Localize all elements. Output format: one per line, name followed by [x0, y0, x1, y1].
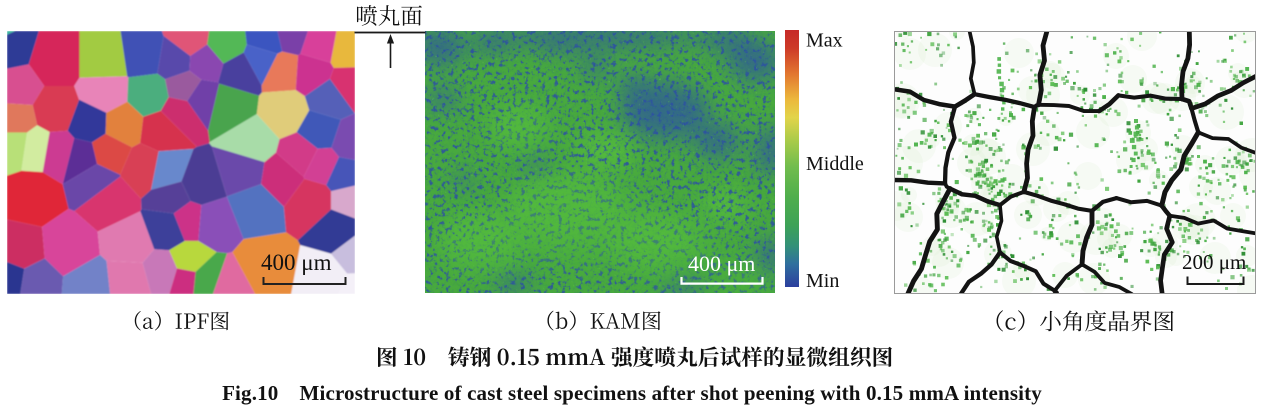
svg-text:Middle: Middle [806, 153, 864, 175]
svg-text:Min: Min [806, 270, 839, 292]
svg-text:200 μm: 200 μm [1182, 250, 1246, 274]
svg-text:Max: Max [806, 30, 843, 52]
svg-text:400 μm: 400 μm [261, 250, 332, 275]
svg-text:Fig.10 Microstructure of cast: Fig.10 Microstructure of cast steel spec… [222, 381, 1042, 405]
svg-text:400 μm: 400 μm [688, 251, 755, 276]
